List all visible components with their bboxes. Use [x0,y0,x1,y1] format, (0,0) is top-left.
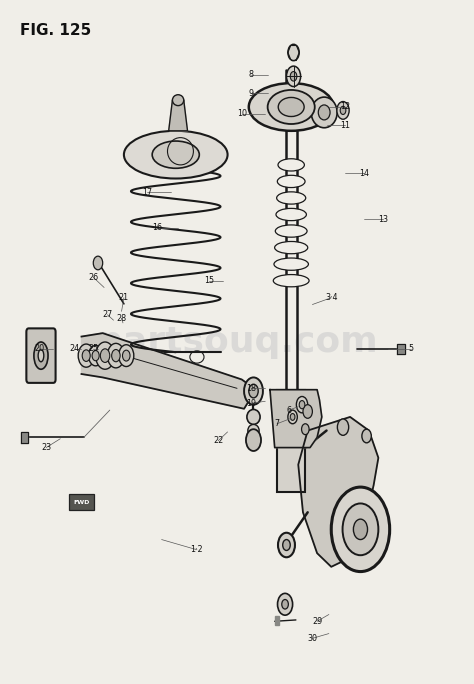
Circle shape [354,519,367,540]
Ellipse shape [273,274,309,287]
Circle shape [246,429,261,451]
FancyBboxPatch shape [69,494,94,510]
Circle shape [301,424,309,434]
Circle shape [92,350,99,360]
Polygon shape [275,616,279,624]
Circle shape [343,503,378,555]
Text: 24: 24 [69,344,80,354]
Circle shape [337,419,349,435]
FancyBboxPatch shape [27,328,55,383]
Circle shape [96,342,115,369]
Ellipse shape [275,225,307,237]
Text: 6: 6 [286,406,292,415]
Text: 13: 13 [378,215,388,224]
Circle shape [108,343,124,368]
Circle shape [296,397,308,413]
Circle shape [89,345,103,366]
Polygon shape [298,417,378,567]
Ellipse shape [249,83,334,131]
Ellipse shape [276,209,306,221]
Circle shape [82,350,90,361]
Text: 19: 19 [246,399,256,408]
Text: 5: 5 [409,344,414,354]
Circle shape [283,540,290,551]
Ellipse shape [248,425,259,436]
Circle shape [118,345,134,367]
Circle shape [303,405,312,419]
Polygon shape [270,390,322,447]
Ellipse shape [173,94,184,105]
Circle shape [299,401,305,409]
Ellipse shape [278,97,304,116]
Text: 3·4: 3·4 [325,293,337,302]
Text: FWD: FWD [74,499,90,505]
Circle shape [288,410,297,424]
Text: 21: 21 [119,293,129,302]
Text: 30: 30 [308,634,318,643]
Text: 12: 12 [340,103,350,111]
Circle shape [282,599,288,609]
Text: 15: 15 [204,276,214,285]
Ellipse shape [268,90,315,124]
Text: 22: 22 [213,436,223,445]
Circle shape [290,414,295,421]
Circle shape [249,384,258,398]
Text: 28: 28 [117,314,127,323]
Text: 20: 20 [34,344,44,354]
Ellipse shape [38,350,44,362]
Text: 14: 14 [359,168,369,178]
Polygon shape [82,333,256,409]
Text: 9: 9 [248,89,254,98]
Text: 26: 26 [88,273,98,282]
Text: 23: 23 [41,443,51,452]
Circle shape [286,66,301,87]
Ellipse shape [274,241,308,254]
Text: partsouq.com: partsouq.com [97,325,377,359]
Text: 27: 27 [102,311,112,319]
Ellipse shape [274,258,309,270]
Ellipse shape [277,175,305,187]
Ellipse shape [311,97,337,128]
Ellipse shape [318,105,330,120]
Polygon shape [21,432,28,443]
Polygon shape [169,100,188,131]
Text: 25: 25 [88,344,99,354]
Circle shape [288,44,299,61]
Text: 17: 17 [142,187,153,196]
FancyBboxPatch shape [277,390,305,492]
Text: 8: 8 [249,70,254,79]
Circle shape [290,72,297,81]
Circle shape [331,487,390,572]
Text: 1·2: 1·2 [191,545,203,554]
Polygon shape [397,344,405,354]
Circle shape [337,101,349,119]
Circle shape [122,350,130,361]
Circle shape [340,106,346,114]
Ellipse shape [124,131,228,179]
Text: 16: 16 [152,223,162,232]
Ellipse shape [247,410,260,425]
Circle shape [278,533,295,557]
Circle shape [362,429,371,443]
Text: 29: 29 [312,617,322,626]
Ellipse shape [278,159,304,171]
Ellipse shape [34,342,48,369]
Text: 18: 18 [246,384,256,393]
Text: 10: 10 [237,109,246,118]
Text: 11: 11 [340,121,350,130]
Circle shape [100,349,110,363]
Circle shape [93,256,103,269]
Ellipse shape [152,141,199,168]
Text: 7: 7 [274,419,280,428]
Ellipse shape [277,192,306,204]
Text: FIG. 125: FIG. 125 [20,23,91,38]
Circle shape [112,350,120,362]
Circle shape [78,344,94,367]
Circle shape [244,378,263,405]
Circle shape [277,594,292,615]
